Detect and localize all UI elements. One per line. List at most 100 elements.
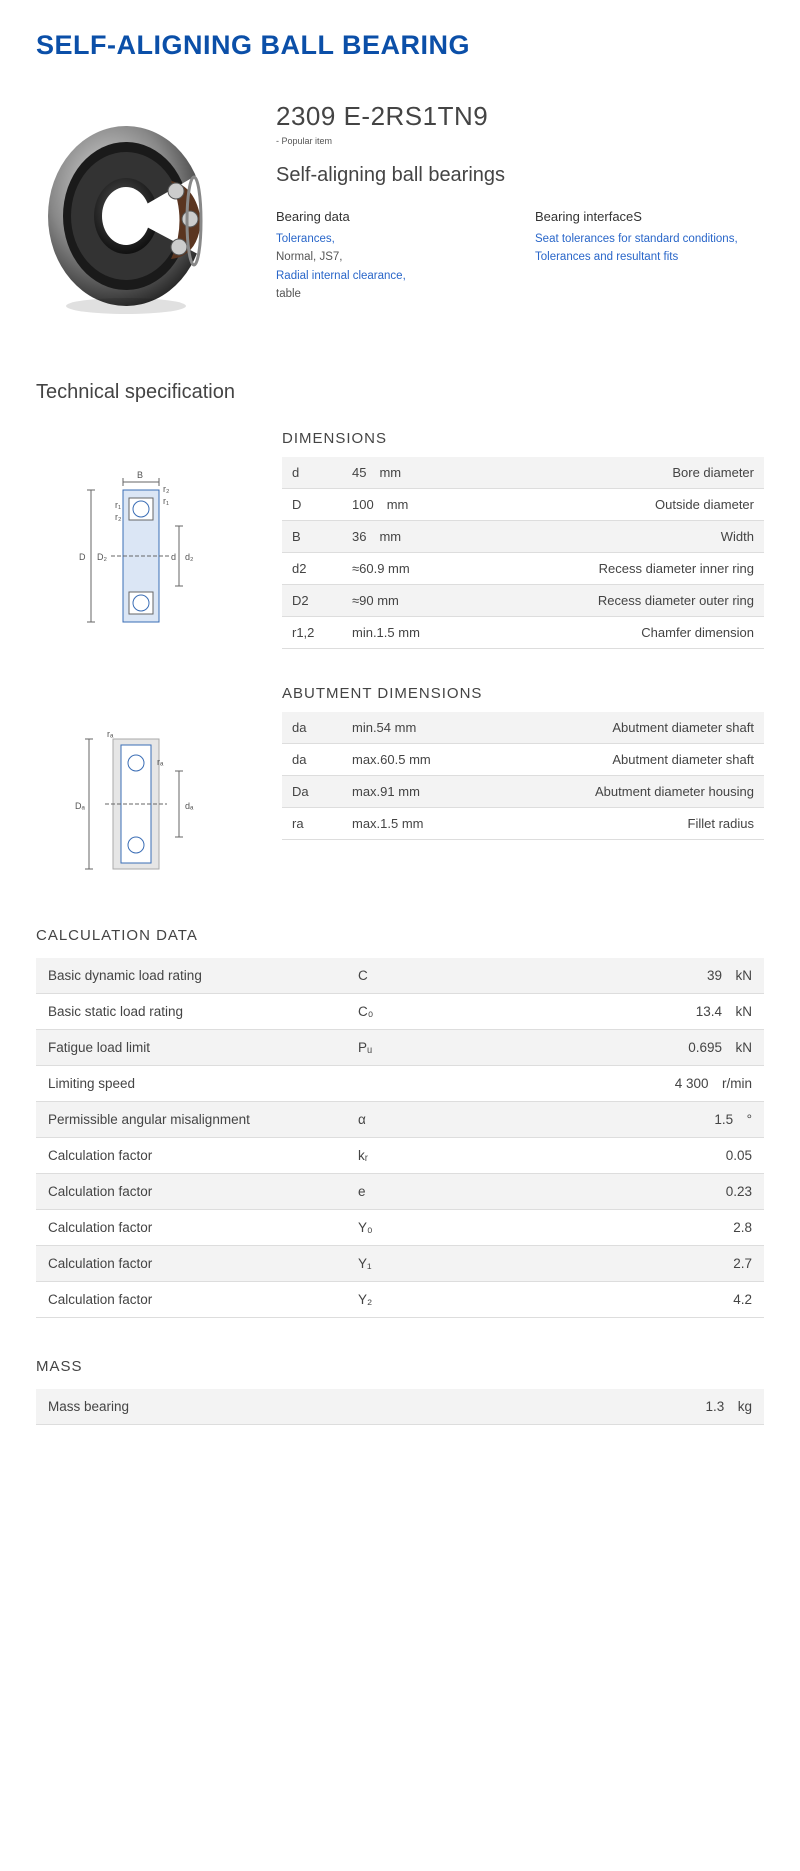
value-cell: 2.7 bbox=[496, 1246, 764, 1282]
description-cell: Abutment diameter shaft bbox=[462, 712, 764, 744]
value-cell: 100 mm bbox=[342, 489, 462, 521]
value-cell: min.54 mm bbox=[342, 712, 462, 744]
dimensions-block: B D D₂ d d₂ r₂ r₁ r₁ r₂ DIMENSIONS d45 m… bbox=[36, 430, 764, 649]
symbol-cell: d2 bbox=[282, 553, 342, 585]
table-row: d45 mmBore diameter bbox=[282, 457, 764, 489]
model-number: 2309 E-2RS1TN9 bbox=[276, 101, 764, 132]
value-cell: ≈90 mm bbox=[342, 585, 462, 617]
bearing-data-column: Bearing data Tolerances, Normal, JS7, Ra… bbox=[276, 209, 505, 304]
symbol-cell: Pᵤ bbox=[346, 1030, 496, 1066]
main-title: SELF-ALIGNING BALL BEARING bbox=[36, 30, 764, 61]
dimensions-table: d45 mmBore diameterD100 mmOutside diamet… bbox=[282, 457, 764, 649]
symbol-cell: D bbox=[282, 489, 342, 521]
description-cell: Recess diameter outer ring bbox=[462, 585, 764, 617]
name-cell: Calculation factor bbox=[36, 1210, 346, 1246]
symbol-cell: Y₀ bbox=[346, 1210, 496, 1246]
svg-text:rₐ: rₐ bbox=[157, 757, 164, 767]
svg-text:D: D bbox=[79, 552, 86, 562]
abutment-table: damin.54 mmAbutment diameter shaftdamax.… bbox=[282, 712, 764, 840]
svg-text:r₁: r₁ bbox=[115, 500, 121, 510]
table-row: Fatigue load limitPᵤ0.695 kN bbox=[36, 1030, 764, 1066]
symbol-cell: kᵣ bbox=[346, 1138, 496, 1174]
name-cell: Permissible angular misalignment bbox=[36, 1102, 346, 1138]
svg-text:B: B bbox=[137, 470, 143, 480]
dimensions-table-col: DIMENSIONS d45 mmBore diameterD100 mmOut… bbox=[282, 430, 764, 649]
name-cell: Limiting speed bbox=[36, 1066, 346, 1102]
seat-tolerances-link[interactable]: Seat tolerances for standard conditions, bbox=[535, 230, 764, 248]
name-cell: Calculation factor bbox=[36, 1246, 346, 1282]
clearance-link[interactable]: Radial internal clearance, bbox=[276, 267, 505, 285]
table-row: Permissible angular misalignmentα1.5 ° bbox=[36, 1102, 764, 1138]
table-row: Calculation factorY₁2.7 bbox=[36, 1246, 764, 1282]
value-cell: max.1.5 mm bbox=[342, 808, 462, 840]
svg-text:r₁: r₁ bbox=[163, 496, 169, 506]
tech-spec-title: Technical specification bbox=[36, 381, 764, 404]
description-cell: Recess diameter inner ring bbox=[462, 553, 764, 585]
link-columns: Bearing data Tolerances, Normal, JS7, Ra… bbox=[276, 209, 764, 304]
table-row: Calculation factorY₀2.8 bbox=[36, 1210, 764, 1246]
symbol-cell: B bbox=[282, 521, 342, 553]
resultant-fits-link[interactable]: Tolerances and resultant fits bbox=[535, 248, 764, 266]
name-cell: Fatigue load limit bbox=[36, 1030, 346, 1066]
table-row: damin.54 mmAbutment diameter shaft bbox=[282, 712, 764, 744]
normal-text: Normal, JS7, bbox=[276, 248, 505, 266]
name-cell: Calculation factor bbox=[36, 1174, 346, 1210]
symbol-cell: α bbox=[346, 1102, 496, 1138]
svg-text:d₂: d₂ bbox=[185, 552, 194, 562]
description-cell: Bore diameter bbox=[462, 457, 764, 489]
table-row: Mass bearing 1.3 kg bbox=[36, 1389, 764, 1425]
svg-text:Dₐ: Dₐ bbox=[75, 801, 85, 811]
value-cell: 4.2 bbox=[496, 1282, 764, 1318]
value-cell: 36 mm bbox=[342, 521, 462, 553]
mass-table: Mass bearing 1.3 kg bbox=[36, 1389, 764, 1425]
name-cell: Mass bearing bbox=[36, 1389, 346, 1425]
name-cell: Basic dynamic load rating bbox=[36, 958, 346, 994]
symbol-cell: Y₂ bbox=[346, 1282, 496, 1318]
description-cell: Fillet radius bbox=[462, 808, 764, 840]
symbol-cell: e bbox=[346, 1174, 496, 1210]
table-row: Basic dynamic load ratingC39 kN bbox=[36, 958, 764, 994]
product-info: 2309 E-2RS1TN9 - Popular item Self-align… bbox=[276, 101, 764, 331]
table-row: Calculation factore0.23 bbox=[36, 1174, 764, 1210]
symbol-cell: r1,2 bbox=[282, 617, 342, 649]
table-row: ramax.1.5 mmFillet radius bbox=[282, 808, 764, 840]
product-subtitle: Self-aligning ball bearings bbox=[276, 164, 764, 187]
popular-tag: - Popular item bbox=[276, 136, 764, 146]
description-cell: Abutment diameter housing bbox=[462, 776, 764, 808]
table-row: d2≈60.9 mmRecess diameter inner ring bbox=[282, 553, 764, 585]
table-row: Calculation factorY₂4.2 bbox=[36, 1282, 764, 1318]
symbol-cell: Y₁ bbox=[346, 1246, 496, 1282]
symbol-cell bbox=[346, 1066, 496, 1102]
symbol-cell: da bbox=[282, 744, 342, 776]
col2-title: Bearing interfaceS bbox=[535, 209, 764, 224]
table-row: Limiting speed 4 300 r/min bbox=[36, 1066, 764, 1102]
svg-text:r₂: r₂ bbox=[115, 512, 122, 522]
symbol-cell: ra bbox=[282, 808, 342, 840]
svg-text:rₐ: rₐ bbox=[107, 729, 114, 739]
description-cell: Chamfer dimension bbox=[462, 617, 764, 649]
table-row: D2≈90 mmRecess diameter outer ring bbox=[282, 585, 764, 617]
col1-title: Bearing data bbox=[276, 209, 505, 224]
abutment-table-col: ABUTMENT DIMENSIONS damin.54 mmAbutment … bbox=[282, 685, 764, 840]
value-cell: 39 kN bbox=[496, 958, 764, 994]
bearing-illustration bbox=[46, 111, 236, 321]
value-cell: ≈60.9 mm bbox=[342, 553, 462, 585]
description-cell: Outside diameter bbox=[462, 489, 764, 521]
value-cell: 1.3 kg bbox=[496, 1389, 764, 1425]
value-cell: 0.23 bbox=[496, 1174, 764, 1210]
description-cell: Abutment diameter shaft bbox=[462, 744, 764, 776]
tolerances-link[interactable]: Tolerances, bbox=[276, 230, 505, 248]
table-row: r1,2min.1.5 mmChamfer dimension bbox=[282, 617, 764, 649]
value-cell: 4 300 r/min bbox=[496, 1066, 764, 1102]
calculation-section: CALCULATION DATA Basic dynamic load rati… bbox=[36, 927, 764, 1318]
symbol-cell: C₀ bbox=[346, 994, 496, 1030]
mass-heading: MASS bbox=[36, 1358, 764, 1375]
value-cell: 2.8 bbox=[496, 1210, 764, 1246]
symbol-cell: da bbox=[282, 712, 342, 744]
value-cell: max.60.5 mm bbox=[342, 744, 462, 776]
table-row: Basic static load ratingC₀13.4 kN bbox=[36, 994, 764, 1030]
value-cell: 0.05 bbox=[496, 1138, 764, 1174]
abutment-diagram: Dₐ dₐ rₐ rₐ bbox=[36, 685, 256, 891]
table-row: B36 mmWidth bbox=[282, 521, 764, 553]
calc-heading: CALCULATION DATA bbox=[36, 927, 764, 944]
